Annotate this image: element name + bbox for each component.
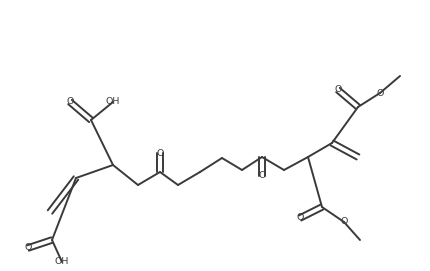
Text: O: O (296, 214, 304, 222)
Text: O: O (25, 244, 32, 253)
Text: O: O (376, 89, 384, 98)
Text: OH: OH (106, 98, 120, 107)
Text: O: O (340, 218, 348, 227)
Text: O: O (334, 85, 342, 95)
Text: O: O (66, 98, 74, 107)
Text: OH: OH (55, 257, 69, 266)
Text: O: O (157, 149, 164, 157)
Text: O: O (258, 172, 266, 180)
